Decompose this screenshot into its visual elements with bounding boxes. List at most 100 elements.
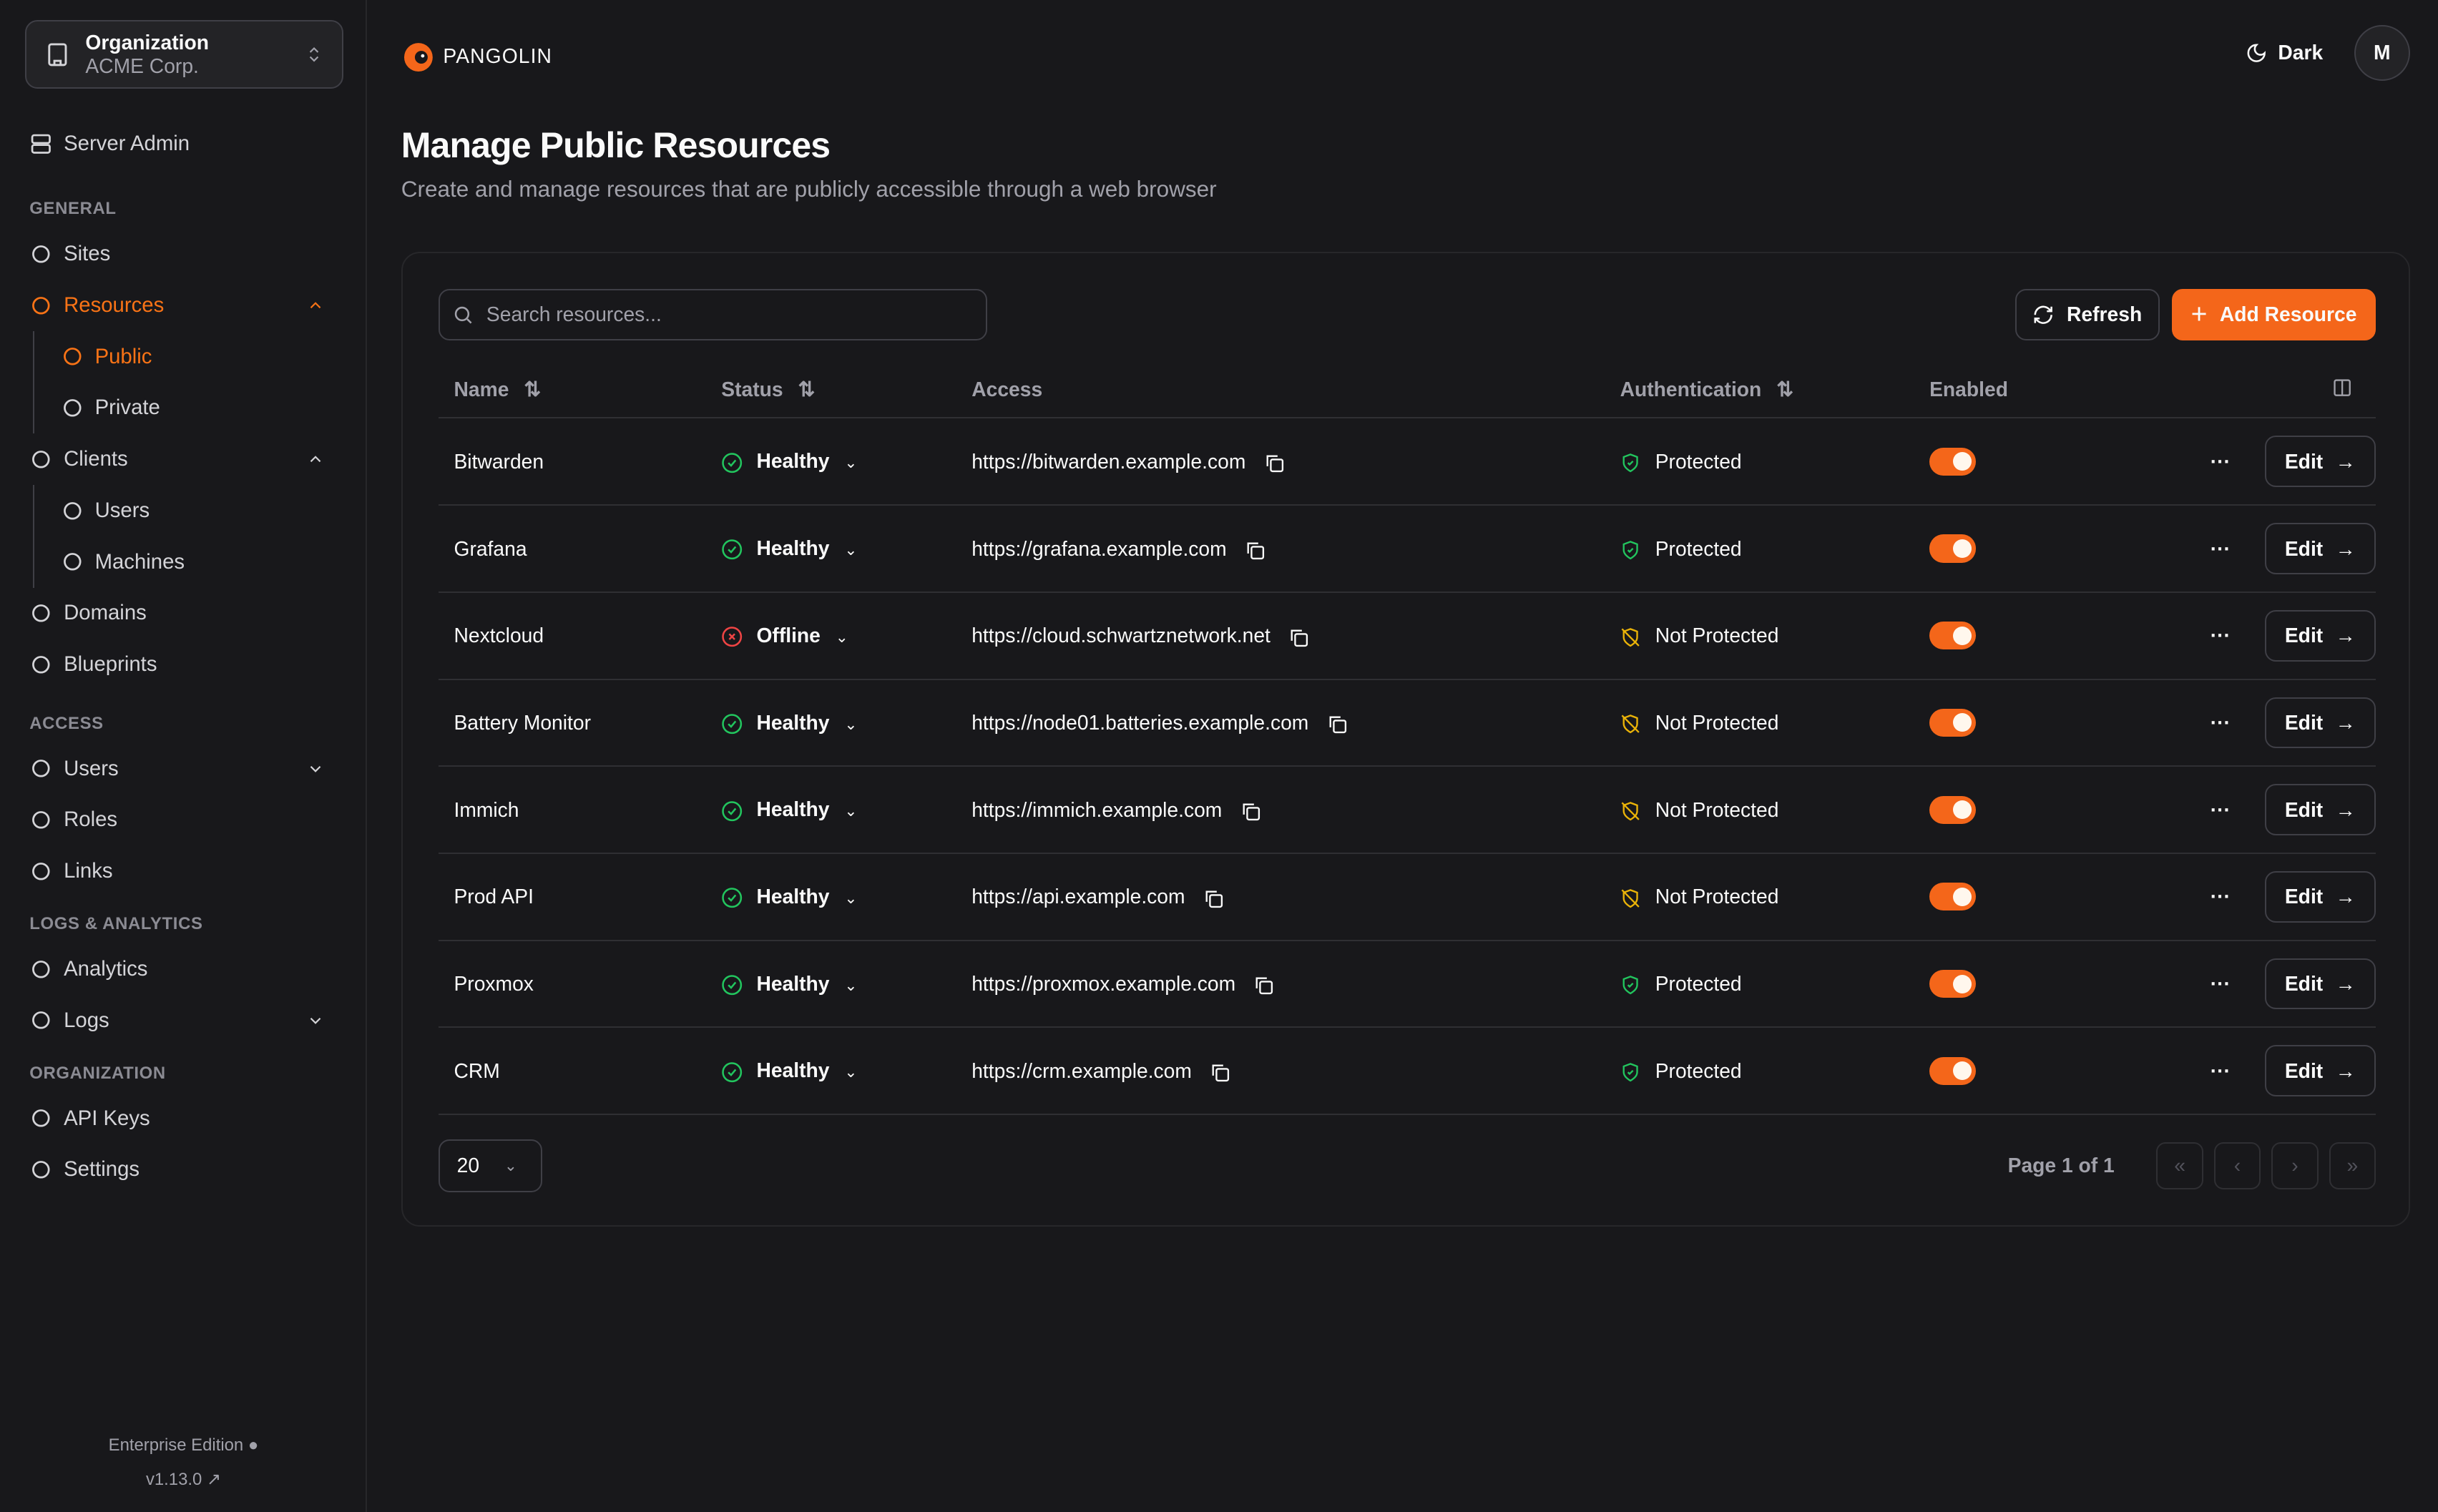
sidebar-item-users[interactable]: Users	[0, 743, 367, 795]
access-url[interactable]: https://cloud.schwartznetwork.net	[971, 624, 1271, 647]
chevron-down-icon[interactable]: ⌄	[844, 541, 858, 559]
sort-icon[interactable]: ⇅	[1776, 378, 1793, 401]
columns-icon[interactable]	[2332, 378, 2352, 398]
last-page-button[interactable]: »	[2329, 1142, 2376, 1189]
more-actions-button[interactable]: ···	[2210, 797, 2231, 821]
sidebar-item-analytics[interactable]: Analytics	[0, 943, 367, 995]
sidebar-subitem-public[interactable]: Public	[0, 331, 367, 383]
edit-button[interactable]: Edit →	[2264, 870, 2376, 923]
sidebar-item-domains[interactable]: Domains	[0, 588, 367, 639]
copy-icon[interactable]	[1327, 714, 1347, 734]
github-icon[interactable]: ●	[248, 1435, 259, 1455]
sort-icon[interactable]: ⇅	[524, 378, 541, 401]
sidebar-subitem-machines[interactable]: Machines	[0, 536, 367, 588]
external-link-icon[interactable]: ↗	[206, 1470, 221, 1490]
chevron-down-icon[interactable]: ⌄	[844, 1063, 858, 1081]
access-url[interactable]: https://immich.example.com	[971, 797, 1223, 821]
access-url[interactable]: https://node01.batteries.example.com	[971, 710, 1309, 734]
chevron-down-icon[interactable]: ⌄	[844, 802, 858, 820]
more-actions-button[interactable]: ···	[2210, 449, 2231, 473]
copy-icon[interactable]	[1210, 1062, 1230, 1082]
edit-button[interactable]: Edit →	[2264, 609, 2376, 662]
copy-icon[interactable]	[1288, 627, 1308, 647]
status-cell[interactable]: Healthy ⌄	[705, 766, 956, 854]
more-actions-button[interactable]: ···	[2210, 972, 2231, 996]
access-url[interactable]: https://bitwarden.example.com	[971, 449, 1246, 473]
column-header-authentication[interactable]: Authentication ⇅	[1604, 362, 1914, 419]
sidebar-item-resources[interactable]: Resources	[0, 280, 367, 331]
sidebar-item-server-admin[interactable]: Server Admin	[0, 118, 367, 170]
more-actions-button[interactable]: ···	[2210, 710, 2231, 734]
chevron-down-icon[interactable]: ⌄	[844, 715, 858, 733]
enabled-toggle[interactable]	[1929, 969, 1977, 998]
enabled-toggle[interactable]	[1929, 883, 1977, 911]
chevron-up-icon[interactable]	[306, 296, 325, 315]
chevron-down-icon[interactable]: ⌄	[835, 627, 848, 646]
edit-button[interactable]: Edit →	[2264, 436, 2376, 488]
sidebar-item-links[interactable]: Links	[0, 845, 367, 897]
edit-button[interactable]: Edit →	[2264, 958, 2376, 1010]
sidebar-item-sites[interactable]: Sites	[0, 228, 367, 280]
enabled-toggle[interactable]	[1929, 534, 1977, 563]
brand-logo[interactable]: PANGOLIN	[401, 37, 552, 74]
sort-icon[interactable]: ⇅	[798, 378, 816, 401]
org-switcher[interactable]: Organization ACME Corp.	[24, 20, 344, 89]
status-cell[interactable]: Offline ⌄	[705, 591, 956, 680]
column-header-name[interactable]: Name ⇅	[438, 362, 706, 419]
access-url[interactable]: https://crm.example.com	[971, 1059, 1192, 1082]
status-cell[interactable]: Healthy ⌄	[705, 679, 956, 767]
next-page-button[interactable]: ›	[2271, 1142, 2319, 1189]
sidebar-item-logs[interactable]: Logs	[0, 995, 367, 1046]
page-size-select[interactable]: 20 ⌄	[438, 1139, 543, 1192]
enabled-toggle[interactable]	[1929, 622, 1977, 650]
chevron-down-icon[interactable]	[306, 1011, 325, 1030]
sidebar-subitem-private[interactable]: Private	[0, 383, 367, 434]
theme-toggle[interactable]: Dark	[2246, 41, 2323, 64]
status-cell[interactable]: Healthy ⌄	[705, 418, 956, 506]
chevron-down-icon[interactable]: ⌄	[844, 976, 858, 994]
access-url[interactable]: https://api.example.com	[971, 885, 1185, 908]
enabled-toggle[interactable]	[1929, 447, 1977, 476]
copy-icon[interactable]	[1245, 540, 1265, 560]
chevron-down-icon[interactable]: ⌄	[844, 453, 858, 472]
more-actions-button[interactable]: ···	[2210, 1059, 2231, 1082]
sidebar-item-clients[interactable]: Clients	[0, 433, 367, 485]
copy-icon[interactable]	[1264, 453, 1284, 473]
version-link[interactable]: v1.13.0	[145, 1470, 202, 1490]
sidebar-item-settings[interactable]: Settings	[0, 1144, 367, 1196]
avatar[interactable]: M	[2354, 24, 2410, 81]
status-cell[interactable]: Healthy ⌄	[705, 1027, 956, 1116]
status-cell[interactable]: Healthy ⌄	[705, 505, 956, 593]
sidebar-item-roles[interactable]: Roles	[0, 795, 367, 846]
copy-icon[interactable]	[1240, 801, 1260, 821]
enabled-toggle[interactable]	[1929, 795, 1977, 824]
status-cell[interactable]: Healthy ⌄	[705, 940, 956, 1029]
status-cell[interactable]: Healthy ⌄	[705, 853, 956, 941]
edit-button[interactable]: Edit →	[2264, 523, 2376, 574]
more-actions-button[interactable]: ···	[2210, 536, 2231, 560]
auth-cell: Not Protected	[1604, 853, 1914, 941]
more-actions-button[interactable]: ···	[2210, 885, 2231, 908]
edit-button[interactable]: Edit →	[2264, 697, 2376, 749]
prev-page-button[interactable]: ‹	[2213, 1142, 2261, 1189]
edit-button[interactable]: Edit →	[2264, 784, 2376, 835]
search-input[interactable]: Search resources...	[438, 289, 987, 340]
copy-icon[interactable]	[1203, 888, 1223, 908]
refresh-button[interactable]: Refresh	[2014, 289, 2160, 340]
enabled-toggle[interactable]	[1929, 1056, 1977, 1085]
access-url[interactable]: https://proxmox.example.com	[971, 972, 1236, 996]
chevron-down-icon[interactable]	[306, 760, 325, 778]
chevron-up-icon[interactable]	[306, 450, 325, 468]
edit-button[interactable]: Edit →	[2264, 1045, 2376, 1097]
sidebar-item-api-keys[interactable]: API Keys	[0, 1093, 367, 1144]
copy-icon[interactable]	[1253, 975, 1273, 995]
sidebar-item-blueprints[interactable]: Blueprints	[0, 639, 367, 690]
first-page-button[interactable]: «	[2156, 1142, 2203, 1189]
chevron-down-icon[interactable]: ⌄	[844, 888, 858, 907]
access-url[interactable]: https://grafana.example.com	[971, 536, 1227, 560]
more-actions-button[interactable]: ···	[2210, 624, 2231, 647]
enabled-toggle[interactable]	[1929, 708, 1977, 737]
sidebar-subitem-users[interactable]: Users	[0, 485, 367, 536]
add-resource-button[interactable]: + Add Resource	[2172, 289, 2376, 340]
column-header-status[interactable]: Status ⇅	[705, 362, 956, 419]
